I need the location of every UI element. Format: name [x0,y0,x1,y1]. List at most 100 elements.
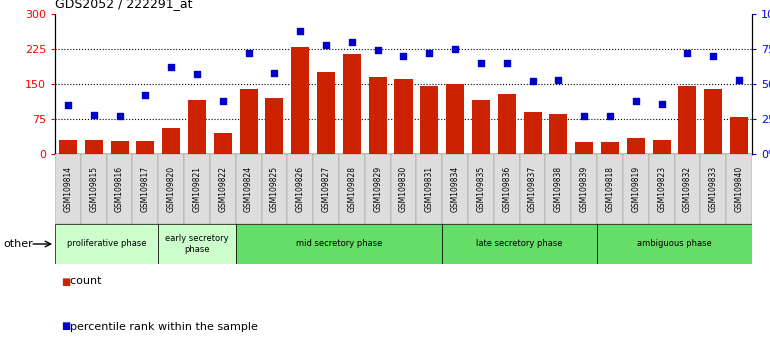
Bar [701,154,726,224]
Text: GSM109817: GSM109817 [141,166,150,212]
Text: ■: ■ [61,276,70,286]
Bar [623,154,649,224]
Text: GSM109836: GSM109836 [502,166,511,212]
Text: other: other [4,239,34,249]
Text: GSM109816: GSM109816 [115,166,124,212]
Bar [365,154,390,224]
Bar [597,154,623,224]
Bar [571,154,597,224]
Text: proliferative phase: proliferative phase [67,240,146,249]
Text: GSM109830: GSM109830 [399,166,408,212]
Bar [343,54,361,154]
Text: GSM109827: GSM109827 [322,166,330,212]
Text: GSM109820: GSM109820 [166,166,176,212]
Bar [236,224,442,264]
Bar [317,72,335,154]
Point [707,53,719,59]
Text: GSM109814: GSM109814 [63,166,72,212]
Bar [705,88,722,154]
Point [113,113,126,119]
Bar [524,112,541,154]
Bar [59,140,77,154]
Bar [106,154,132,224]
Point [243,50,255,56]
Bar [291,47,310,154]
Point [733,77,745,82]
Bar [468,154,494,224]
Bar [339,154,365,224]
Bar [313,154,339,224]
Point [62,102,74,108]
Text: early secretory
phase: early secretory phase [166,234,229,254]
Point [552,77,564,82]
Point [655,101,668,107]
Bar [55,154,81,224]
Bar [390,154,417,224]
Text: GSM109831: GSM109831 [425,166,434,212]
Bar [442,224,597,264]
Text: GSM109838: GSM109838 [554,166,563,212]
Bar [726,154,752,224]
Point [346,39,358,45]
Point [88,112,100,118]
Bar [214,133,232,154]
Bar [497,94,516,154]
Point [191,72,203,77]
Bar [649,154,675,224]
Bar [730,117,748,154]
Bar [266,98,283,154]
Point [424,50,436,56]
Text: late secretory phase: late secretory phase [477,240,563,249]
Bar [262,154,287,224]
Point [372,47,384,53]
Text: GSM109829: GSM109829 [373,166,382,212]
Point [475,60,487,66]
Bar [184,154,210,224]
Point [139,92,152,98]
Bar [601,142,619,154]
Text: GSM109837: GSM109837 [528,166,537,212]
Text: GSM109835: GSM109835 [477,166,485,212]
Bar [159,224,236,264]
Point [397,53,410,59]
Bar [442,154,468,224]
Bar [420,86,438,154]
Bar [136,141,155,154]
Text: GSM109818: GSM109818 [605,166,614,212]
Point [449,46,461,52]
Text: GSM109819: GSM109819 [631,166,641,212]
Bar [494,154,520,224]
Text: count: count [62,276,101,286]
Bar [159,154,184,224]
Text: GDS2052 / 222291_at: GDS2052 / 222291_at [55,0,192,10]
Text: ■: ■ [61,321,70,331]
Text: GSM109822: GSM109822 [219,166,227,212]
Bar [597,224,752,264]
Point [294,28,306,34]
Bar [549,114,567,154]
Bar [287,154,313,224]
Text: GSM109832: GSM109832 [683,166,692,212]
Bar [417,154,442,224]
Point [681,50,694,56]
Point [216,98,229,104]
Bar [81,154,106,224]
Text: GSM109839: GSM109839 [580,166,589,212]
Bar [132,154,159,224]
Text: GSM109821: GSM109821 [192,166,202,212]
Point [165,64,177,70]
Text: GSM109828: GSM109828 [347,166,357,212]
Point [578,113,591,119]
Point [500,60,513,66]
Text: GSM109834: GSM109834 [450,166,460,212]
Text: GSM109815: GSM109815 [89,166,99,212]
Bar [85,140,102,154]
Bar [653,140,671,154]
Bar [520,154,545,224]
Text: GSM109824: GSM109824 [244,166,253,212]
Point [630,98,642,104]
Text: percentile rank within the sample: percentile rank within the sample [62,321,258,331]
Text: GSM109823: GSM109823 [657,166,666,212]
Bar [627,138,644,154]
Bar [472,100,490,154]
